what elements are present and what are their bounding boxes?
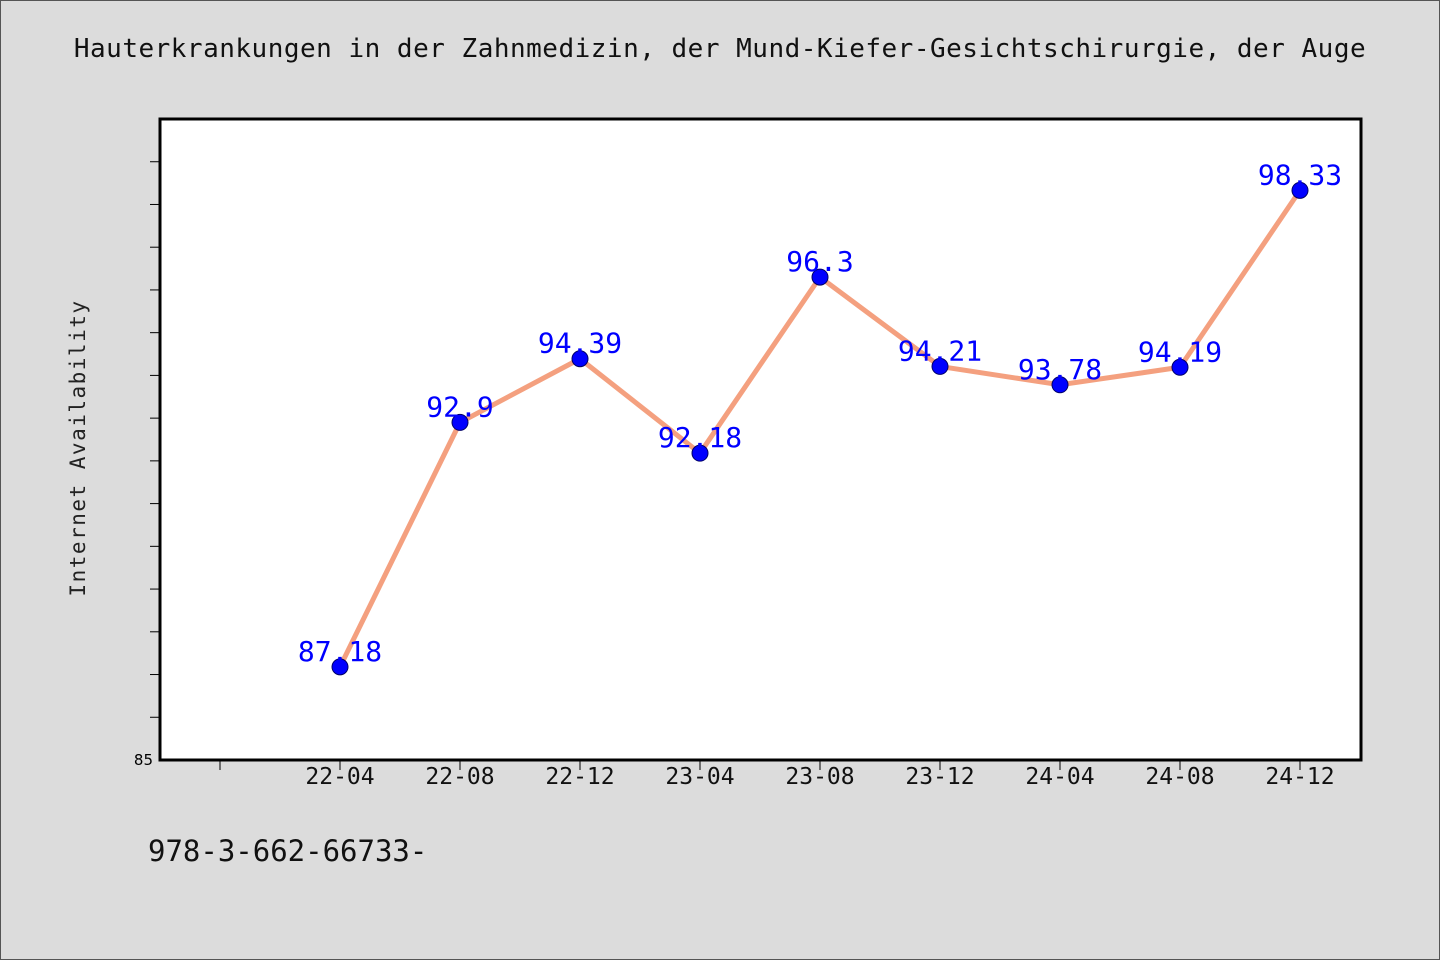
x-tick-label: 22-12 [545, 764, 614, 790]
x-tick-label: 23-12 [905, 764, 974, 790]
data-label: 92.9 [426, 390, 493, 423]
data-label: 93.78 [1018, 353, 1102, 386]
data-point [1171, 358, 1189, 376]
x-tick-label: 23-08 [785, 764, 854, 790]
x-tick-label: 24-12 [1265, 764, 1334, 790]
x-tick-label: 23-04 [665, 764, 734, 790]
data-point [691, 444, 709, 462]
series-layer: 87.18 92.9 94.39 92.18 96.3 94.21 93.78 94.19 98… [298, 158, 1342, 676]
data-label: 94.39 [538, 327, 622, 360]
data-label: 96.3 [786, 245, 853, 278]
chart-title: Hauterkrankungen in der Zahnmedizin, der… [73, 34, 1367, 64]
data-point [451, 413, 469, 431]
footer-code: 978-3-662-66733- [148, 834, 428, 868]
data-label: 87.18 [298, 635, 382, 668]
data-point [571, 350, 589, 368]
data-label: 92.18 [658, 421, 742, 454]
x-tick-label: 24-04 [1025, 764, 1094, 790]
x-tick-label: 22-04 [305, 764, 374, 790]
plot-area [158, 117, 1363, 762]
data-point [331, 658, 349, 676]
data-point [811, 268, 829, 286]
data-label: 94.19 [1138, 335, 1222, 368]
x-tick-label: 24-08 [1145, 764, 1214, 790]
y-tick-label: 85 [134, 751, 153, 769]
data-point [1291, 181, 1309, 199]
data-point [931, 357, 949, 375]
data-point [1051, 376, 1069, 394]
x-tick-label: 22-08 [425, 764, 494, 790]
data-label: 98.33 [1258, 158, 1342, 191]
axis-ticks: 85 22-04 22-08 22-12 23-04 23-08 23-12 24-04 24-… [134, 161, 1335, 790]
data-label: 94.21 [898, 334, 982, 367]
